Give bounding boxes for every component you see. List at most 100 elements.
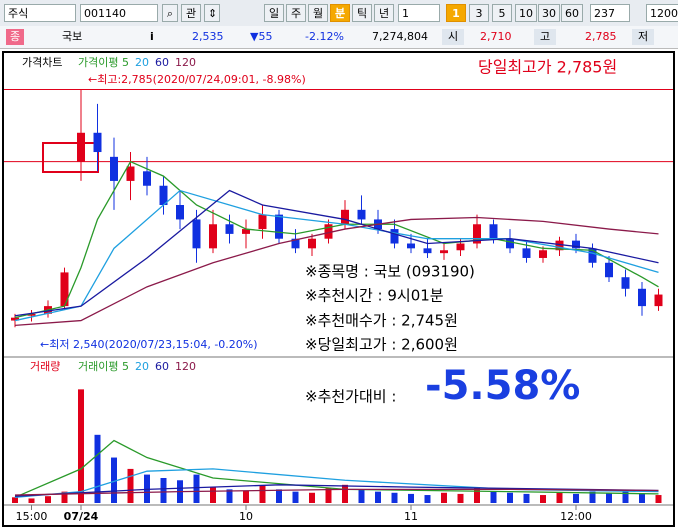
- moving-average: [14, 189, 659, 322]
- minute-button[interactable]: 1: [446, 4, 466, 22]
- x-tick-label: 10: [239, 510, 253, 523]
- candle-body: [93, 132, 102, 153]
- volume-bar: [457, 493, 464, 503]
- interval-select[interactable]: 1: [398, 4, 440, 22]
- high: 2,785: [585, 30, 617, 43]
- volume-moving-average: [14, 439, 659, 498]
- result: -5.58%: [425, 363, 580, 409]
- period-button[interactable]: 일: [264, 4, 284, 22]
- candle-body: [555, 240, 564, 251]
- volume-bar: [226, 489, 233, 503]
- volume-bar: [408, 493, 414, 503]
- volume-bar: [210, 487, 216, 503]
- candle-body: [192, 219, 201, 249]
- candle-body: [291, 238, 300, 249]
- candle-body: [341, 209, 349, 225]
- count-input[interactable]: 237: [590, 4, 630, 22]
- quote-tag: 종: [6, 29, 25, 45]
- volume-bar: [589, 491, 596, 503]
- candle-body: [588, 248, 597, 263]
- code-input[interactable]: 001140: [80, 4, 158, 22]
- spin-button[interactable]: ⇕: [204, 4, 220, 22]
- candle-body: [605, 262, 613, 278]
- extra-input[interactable]: 1200: [646, 4, 678, 22]
- watch-button[interactable]: 관: [181, 4, 201, 22]
- rate: -2.12%: [305, 30, 344, 43]
- ma-legend: 120: [175, 56, 196, 69]
- volume-ma-legend: 60: [155, 360, 169, 373]
- period-button[interactable]: 분: [330, 4, 350, 22]
- volume-bar: [45, 496, 51, 503]
- volume-bar: [441, 492, 447, 503]
- ma-legend: 가격이평 5: [78, 56, 129, 69]
- candle-body: [654, 294, 663, 307]
- volume-bar: [243, 490, 249, 503]
- candle-body: [143, 171, 151, 186]
- period-button[interactable]: 년: [374, 4, 394, 22]
- volume-bar: [622, 490, 629, 503]
- candle-body: [242, 229, 250, 234]
- volume-bar: [358, 489, 365, 503]
- moving-average: [14, 160, 659, 319]
- candle-body: [176, 205, 184, 220]
- volume-moving-average: [14, 488, 659, 496]
- volume-bar: [424, 495, 431, 503]
- minute-button[interactable]: 60: [561, 4, 583, 22]
- candle-body: [225, 224, 234, 234]
- candle-body: [407, 243, 415, 249]
- volume-bar: [309, 492, 315, 503]
- volume-bar: [292, 491, 299, 503]
- volume-bar: [325, 488, 332, 503]
- volume-legend-title: 거래량: [30, 360, 60, 373]
- note: ※추천매수가 : 2,745원: [305, 312, 458, 330]
- open: 2,710: [480, 30, 512, 43]
- highlight-box: [42, 142, 99, 173]
- period-button[interactable]: 틱: [352, 4, 372, 22]
- candle-body: [126, 166, 135, 181]
- volume-bar: [127, 468, 134, 503]
- candle-body: [275, 214, 283, 239]
- note: ※종목명 : 국보 (093190): [305, 263, 475, 281]
- minute-button[interactable]: 3: [469, 4, 489, 22]
- volume-ma-legend: 20: [135, 360, 149, 373]
- period-button[interactable]: 주: [286, 4, 306, 22]
- minute-button[interactable]: 5: [492, 4, 512, 22]
- candle-body: [456, 243, 465, 251]
- candle-body: [308, 238, 316, 249]
- high-note: ←최고:2,785(2020/07/24,09:01, -8.98%): [88, 73, 306, 86]
- volume-bar: [523, 493, 530, 503]
- market-select[interactable]: 주식: [4, 4, 76, 22]
- volume-bar: [61, 491, 68, 503]
- x-tick-label: 15:00: [16, 510, 48, 523]
- info-button[interactable]: i: [150, 30, 154, 43]
- x-tick-label: 11: [404, 510, 418, 523]
- price-legend-title: 가격차트: [22, 56, 62, 69]
- volume-bar: [276, 489, 282, 503]
- change: ▼55: [250, 30, 273, 43]
- x-tick-label: 12:00: [560, 510, 592, 523]
- volume-bar: [259, 485, 266, 503]
- candle-body: [539, 250, 547, 258]
- search-button[interactable]: ⌕: [162, 4, 178, 22]
- period-button[interactable]: 월: [308, 4, 328, 22]
- volume-bar: [78, 389, 84, 503]
- volume-bar: [639, 493, 645, 503]
- volume-bar: [28, 498, 35, 503]
- low-label: 저: [632, 29, 655, 45]
- moving-average: [14, 189, 659, 317]
- volume-moving-average: [14, 484, 659, 497]
- volume-bar: [375, 491, 381, 503]
- open-label: 시: [442, 29, 465, 45]
- note: ※추천가대비 :: [305, 388, 396, 406]
- minute-button[interactable]: 30: [538, 4, 560, 22]
- volume-bar: [474, 487, 480, 503]
- chart-frame: [2, 51, 675, 527]
- candle-body: [489, 224, 498, 239]
- candle-body: [60, 272, 69, 307]
- candle-body: [11, 317, 19, 321]
- minute-button[interactable]: 10: [515, 4, 537, 22]
- candle-body: [324, 224, 333, 239]
- candle-body: [209, 224, 217, 249]
